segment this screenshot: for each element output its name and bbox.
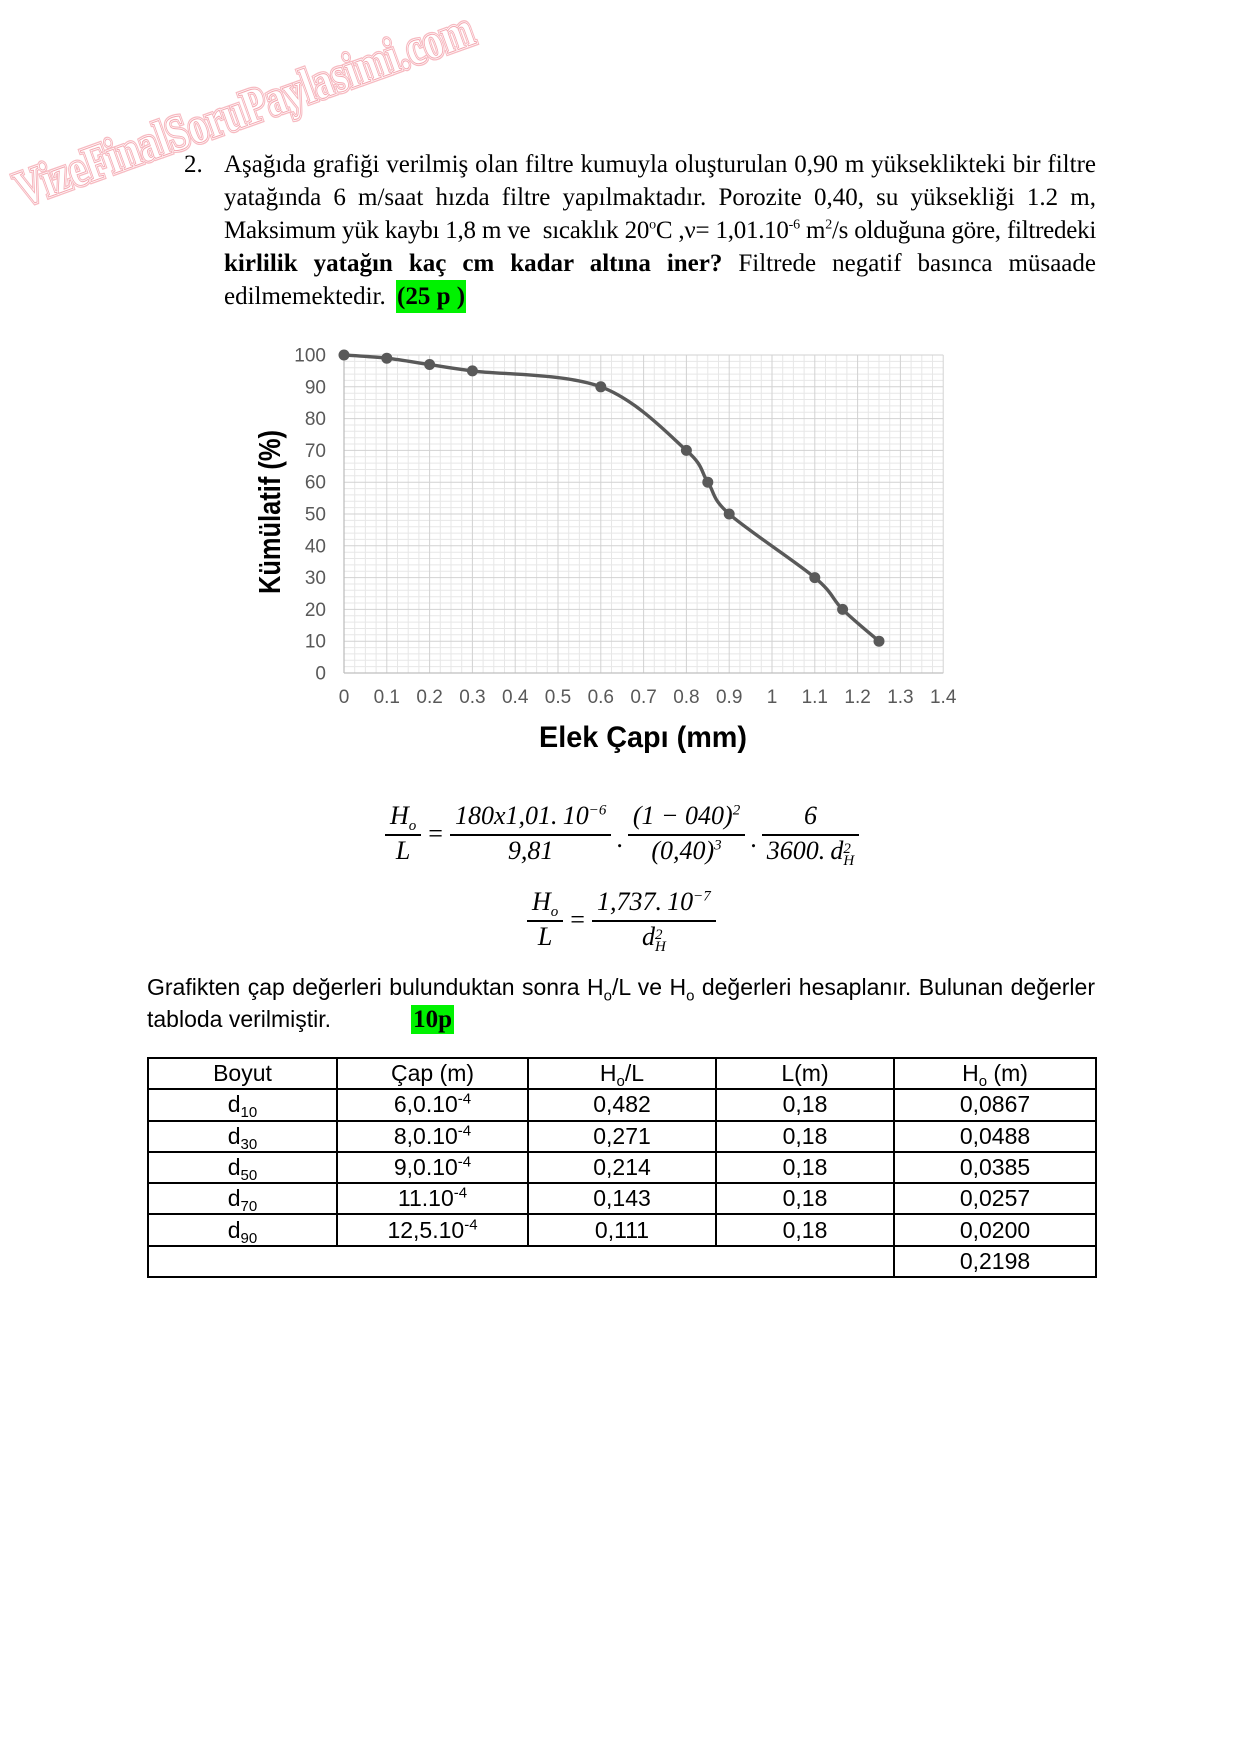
svg-text:1.4: 1.4 bbox=[930, 687, 957, 708]
svg-text:0: 0 bbox=[315, 664, 326, 685]
svg-text:0.6: 0.6 bbox=[588, 687, 614, 708]
svg-text:1: 1 bbox=[767, 687, 778, 708]
svg-text:Kümülatif (%): Kümülatif (%) bbox=[252, 430, 287, 594]
svg-text:70: 70 bbox=[305, 441, 326, 462]
svg-text:0.7: 0.7 bbox=[630, 687, 656, 708]
svg-text:20: 20 bbox=[305, 600, 326, 621]
svg-text:1.2: 1.2 bbox=[844, 687, 870, 708]
svg-text:0.3: 0.3 bbox=[459, 687, 485, 708]
svg-text:0.1: 0.1 bbox=[374, 687, 400, 708]
svg-text:30: 30 bbox=[305, 568, 326, 589]
svg-text:10: 10 bbox=[305, 632, 326, 653]
svg-text:60: 60 bbox=[305, 473, 326, 494]
svg-text:0.2: 0.2 bbox=[416, 687, 442, 708]
svg-text:0.9: 0.9 bbox=[716, 687, 742, 708]
svg-text:90: 90 bbox=[305, 377, 326, 398]
svg-text:1.3: 1.3 bbox=[887, 687, 913, 708]
svg-text:100: 100 bbox=[294, 346, 326, 367]
svg-text:0: 0 bbox=[339, 687, 350, 708]
svg-text:50: 50 bbox=[305, 505, 326, 526]
svg-text:80: 80 bbox=[305, 409, 326, 430]
svg-text:1.1: 1.1 bbox=[802, 687, 828, 708]
svg-text:0.8: 0.8 bbox=[673, 687, 699, 708]
svg-text:Elek Çapı (mm): Elek Çapı (mm) bbox=[539, 721, 747, 754]
svg-text:0.4: 0.4 bbox=[502, 687, 529, 708]
svg-text:40: 40 bbox=[305, 536, 326, 557]
svg-text:0.5: 0.5 bbox=[545, 687, 571, 708]
